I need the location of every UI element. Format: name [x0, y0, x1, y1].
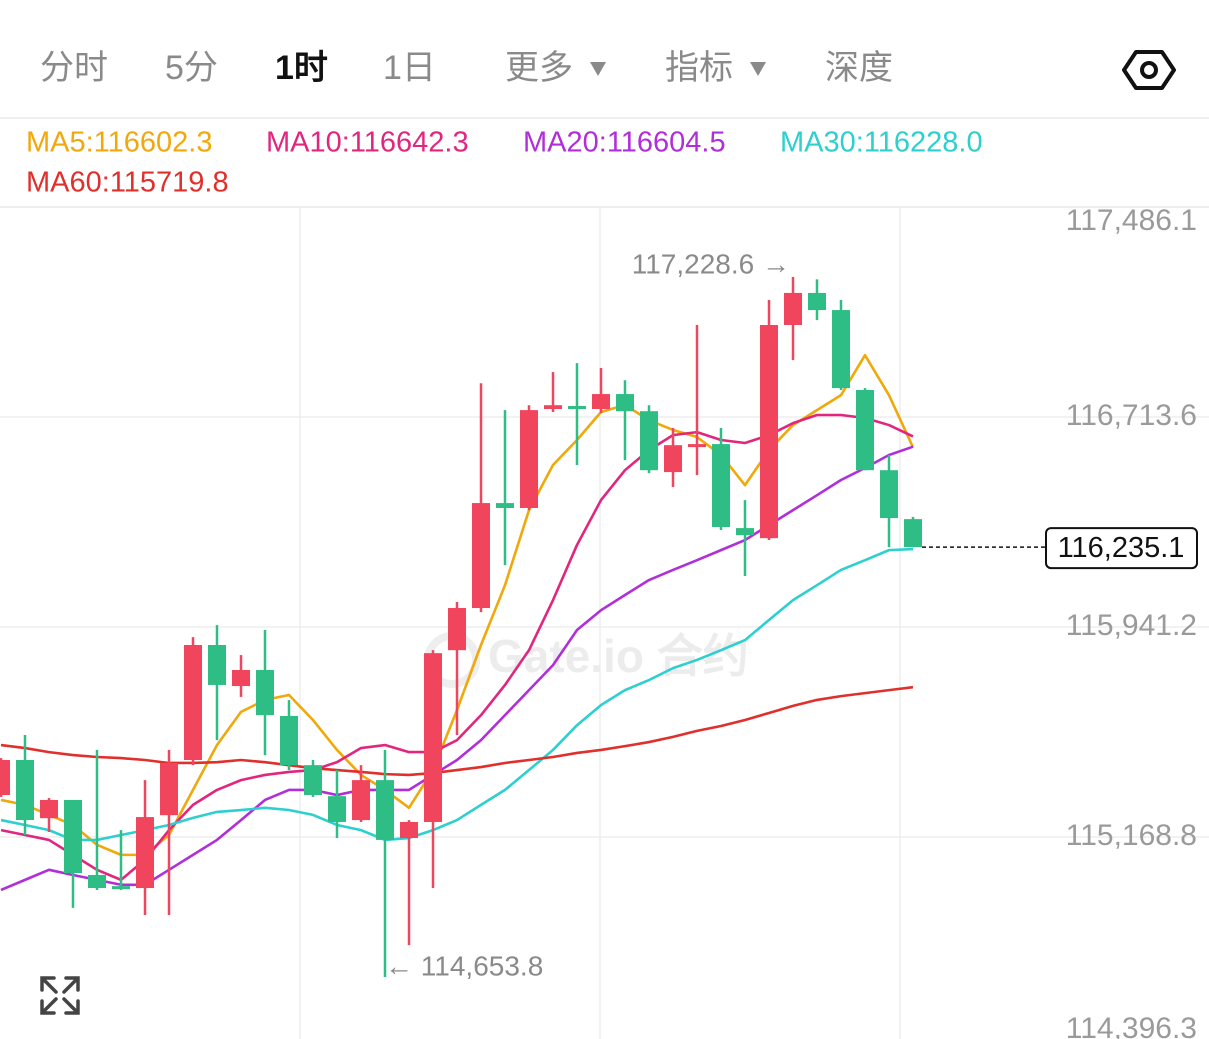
- candle-body: [400, 821, 418, 839]
- settings-icon[interactable]: [1122, 50, 1176, 90]
- candle-body: [472, 503, 490, 609]
- dropdown-arrow: [590, 62, 606, 76]
- price-box: [1045, 527, 1198, 570]
- tab-bar: 分时 5分 1时 1日 更多 指标 深度: [40, 49, 893, 87]
- candle-body: [184, 644, 202, 760]
- dropdown-arrow: [750, 62, 766, 76]
- candle-body: [64, 799, 82, 874]
- candle-body: [424, 653, 442, 822]
- tab[interactable]: 5分: [165, 49, 218, 87]
- candle-body: [328, 796, 346, 822]
- candle-body: [40, 799, 58, 819]
- candle-body: [856, 389, 874, 471]
- candle-body: [904, 519, 922, 548]
- candle-body: [0, 759, 10, 796]
- y-tick-label: 115,941.2: [1066, 609, 1197, 642]
- legend-entry: MA10:116642.3: [266, 127, 469, 159]
- candle-body: [208, 644, 226, 685]
- candle-body: [280, 715, 298, 766]
- extreme-label: ← 114,653.8: [385, 950, 543, 981]
- candle-body: [88, 874, 106, 889]
- tab[interactable]: 指标: [665, 49, 733, 87]
- candle-body: [304, 765, 322, 796]
- candle-body: [760, 325, 778, 539]
- legend-entry: MA5:116602.3: [26, 127, 213, 159]
- fullscreen-glyph: [40, 976, 80, 1015]
- fullscreen-icon[interactable]: [40, 976, 80, 1015]
- candle-body: [520, 410, 538, 508]
- legend-entry: MA60:115719.8: [26, 167, 229, 199]
- tab[interactable]: 1时: [275, 49, 328, 87]
- candle-body: [616, 394, 634, 412]
- price-label: 116,235.1: [1058, 532, 1185, 564]
- candle-body: [256, 670, 274, 716]
- candle-body: [832, 310, 850, 389]
- candle-body: [112, 886, 130, 890]
- candle-body: [544, 405, 562, 410]
- ma-line: [0, 685, 914, 777]
- candle-body: [736, 528, 754, 536]
- extreme-label: 117,228.6 →: [632, 248, 790, 279]
- tab[interactable]: 深度: [825, 49, 893, 87]
- legend: MA5:116602.3 MA10:116642.3 MA20:116604.5 MA…: [26, 127, 983, 199]
- candle-body: [688, 444, 706, 448]
- candle-body: [16, 759, 34, 821]
- candle-body: [640, 411, 658, 471]
- tab[interactable]: 分时: [40, 49, 108, 87]
- candles: [0, 277, 922, 977]
- settings-dot: [1140, 61, 1158, 79]
- candle-body: [136, 817, 154, 889]
- candle-body: [664, 445, 682, 473]
- candle-body: [568, 406, 586, 410]
- tab[interactable]: 更多: [505, 49, 573, 87]
- candle-body: [496, 503, 514, 508]
- candle-body: [448, 608, 466, 651]
- candle-body: [712, 444, 730, 528]
- candle-body: [592, 394, 610, 410]
- tab[interactable]: 1日: [383, 49, 436, 87]
- labels: 117,486.1 116,713.6 115,941.2 115,168.8 114,…: [385, 204, 1198, 1039]
- settings-hex: [1122, 50, 1176, 90]
- grid: [0, 206, 1209, 838]
- legend-entry: MA20:116604.5: [523, 127, 726, 159]
- candle-body: [376, 780, 394, 840]
- y-tick-label: 114,396.3: [1066, 1012, 1197, 1039]
- candle-body: [808, 292, 826, 311]
- candle-body: [880, 470, 898, 519]
- candle-body: [232, 670, 250, 687]
- candle-body: [160, 762, 178, 816]
- legend-entry: MA30:116228.0: [780, 127, 983, 159]
- y-tick-label: 117,486.1: [1066, 204, 1197, 237]
- y-tick-label: 116,713.6: [1066, 399, 1197, 432]
- candle-body: [784, 292, 802, 326]
- y-tick-label: 115,168.8: [1066, 819, 1197, 852]
- candle-body: [352, 780, 370, 821]
